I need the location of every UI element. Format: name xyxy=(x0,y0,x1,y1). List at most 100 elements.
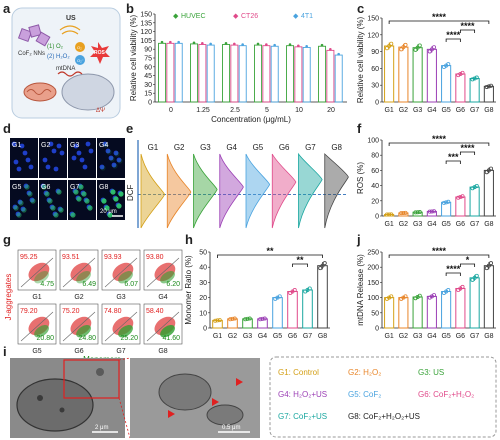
j-bar xyxy=(384,297,395,329)
panel-e-label: e xyxy=(126,121,133,136)
flow-lower-percent: 6.49 xyxy=(82,281,96,288)
c-bar xyxy=(455,73,466,103)
b-bar xyxy=(326,49,335,103)
c-x-tick-label: G4 xyxy=(427,107,436,114)
b-bar xyxy=(174,42,183,103)
b-legend-marker: ◆ xyxy=(173,13,179,20)
flow-gate-line xyxy=(62,311,96,342)
dcf-signal-dot xyxy=(30,198,36,204)
b-bar xyxy=(222,44,231,103)
nucleus-dot xyxy=(82,164,88,170)
j-x-tick-label: G1 xyxy=(384,333,393,340)
flow-gate-line xyxy=(62,257,96,288)
flow-upper-percent: 79.20 xyxy=(20,308,38,315)
b-x-tick-label: 10 xyxy=(295,107,303,114)
h-bar xyxy=(272,297,283,329)
b-bar xyxy=(318,45,327,103)
dcf-signal-dot xyxy=(87,205,93,211)
j-y-axis-label: mtDNA Release (%) xyxy=(356,254,365,326)
f-bar xyxy=(483,169,494,217)
f-point xyxy=(413,210,418,215)
flow-upper-percent: 75.20 xyxy=(62,308,80,315)
h-point xyxy=(320,263,325,268)
flow-lower-population xyxy=(118,270,133,284)
nucleus-dot xyxy=(28,164,34,170)
nucleus-dot xyxy=(111,162,117,168)
h-point xyxy=(247,316,252,321)
dcf-signal-dot xyxy=(16,212,22,218)
dcf-signal-dot xyxy=(109,156,115,162)
j-sig-bracket xyxy=(388,254,490,258)
dcf-histogram xyxy=(193,153,218,229)
b-legend-marker: ◆ xyxy=(233,13,239,20)
nucleus-dot xyxy=(12,204,18,210)
c-bar xyxy=(412,47,423,103)
b-point xyxy=(209,42,212,46)
ros-burst-icon xyxy=(90,42,110,64)
c-point xyxy=(458,72,463,77)
b-bar xyxy=(294,46,303,103)
b-y-tick-label: 0 xyxy=(148,100,152,107)
nucleus-dot xyxy=(26,190,32,196)
c-bar xyxy=(483,85,494,103)
h-point xyxy=(292,288,297,293)
flow-upper-percent: 93.93 xyxy=(104,254,122,261)
h-y-axis-label: Monomer Ratio (%) xyxy=(184,255,193,325)
dcf-signal-dot xyxy=(70,212,76,218)
flow-lower-percent: 6.20 xyxy=(166,281,180,288)
b-x-axis-label: Concentration (μg/mL) xyxy=(211,115,291,124)
flow-y-axis-label: J-aggregates xyxy=(4,274,13,321)
b-bar xyxy=(166,42,175,103)
dcf-signal-dot xyxy=(112,163,118,169)
flow-lower-population xyxy=(34,270,49,284)
dcf-signal-dot xyxy=(58,207,64,213)
c-y-tick-label: 90 xyxy=(371,49,379,56)
b-bar xyxy=(286,45,295,103)
dcf-signal-dot xyxy=(18,200,24,206)
legend-item: G1: Control xyxy=(278,368,319,377)
c-x-tick-label: G3 xyxy=(413,107,422,114)
f-x-tick-label: G1 xyxy=(384,221,393,228)
j-point xyxy=(432,293,437,298)
nanosheet-icon xyxy=(17,24,51,47)
dcf-signal-dot xyxy=(104,205,110,211)
flow-lower-population xyxy=(160,270,175,284)
c-point xyxy=(429,47,434,52)
h-x-tick-label: G2 xyxy=(228,333,237,340)
panel-i-label: i xyxy=(3,344,7,359)
flow-group-label: G5 xyxy=(32,348,41,355)
f-point xyxy=(427,209,432,214)
zoom-guide-line xyxy=(118,397,131,439)
nucleus-dot xyxy=(51,148,57,154)
b-x-tick-label: 0 xyxy=(169,107,173,114)
flow-lower-percent: 25.20 xyxy=(120,335,138,342)
b-bar xyxy=(198,44,207,103)
flow-lower-percent: 24.80 xyxy=(78,335,96,342)
b-bar xyxy=(334,54,343,103)
nucleus-dot xyxy=(23,183,29,189)
j-y-tick-label: 200 xyxy=(367,265,379,272)
b-point xyxy=(320,43,324,47)
dcf-signal-dot xyxy=(116,203,122,209)
tile-label: G7 xyxy=(70,184,79,191)
j-point xyxy=(484,266,489,271)
f-y-tick-label: 0 xyxy=(375,214,379,221)
b-y-tick-label: 90 xyxy=(144,47,152,54)
dcf-signal-dot xyxy=(73,189,79,195)
nucleus-dot xyxy=(73,143,79,149)
f-x-tick-label: G5 xyxy=(441,221,450,228)
dcf-signal-dot xyxy=(114,151,120,157)
b-legend-marker: ◆ xyxy=(293,13,299,20)
f-sig-label: *** xyxy=(448,152,459,162)
group-legend: G1: Control G2: H₂O₂ G3: US G4: H₂O₂+US G5: … xyxy=(269,356,497,438)
mtdna-label: mtDNA xyxy=(56,66,75,72)
h-y-tick-label: 20 xyxy=(199,295,207,302)
j-sig-bracket xyxy=(445,272,461,276)
c-point xyxy=(470,77,475,82)
b-bar xyxy=(270,45,279,103)
dcf-signal-dot xyxy=(56,189,62,195)
j-sig-label: **** xyxy=(432,246,447,256)
j-bar xyxy=(398,297,409,329)
c-x-tick-label: G5 xyxy=(441,107,450,114)
